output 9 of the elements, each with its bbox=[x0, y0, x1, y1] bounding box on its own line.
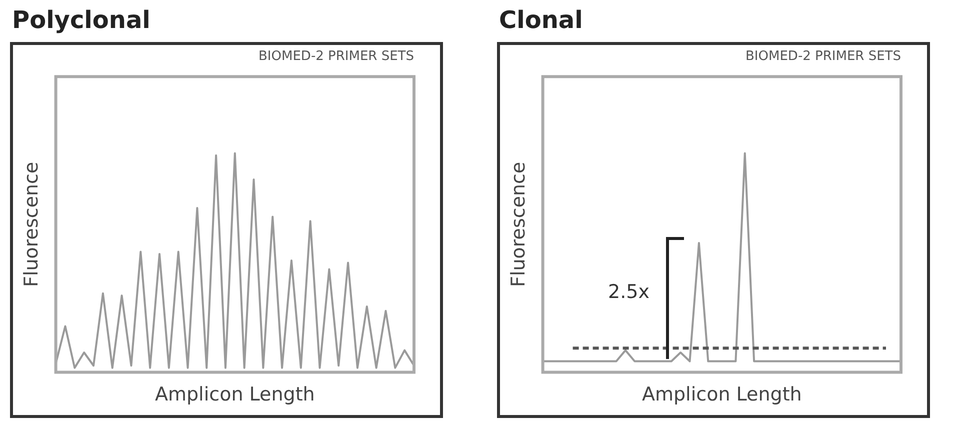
x-axis-title: Amplicon Length bbox=[154, 384, 315, 406]
x-axis-title: Amplicon Length bbox=[642, 384, 802, 406]
chart-title: Clonal bbox=[499, 6, 583, 34]
annotation: 2.5x bbox=[608, 281, 650, 303]
y-axis-title: Fluorescence bbox=[507, 162, 530, 287]
chart-subtitle: BIOMED-2 PRIMER SETS bbox=[746, 49, 901, 64]
y-axis-title: Fluorescence bbox=[20, 162, 42, 287]
chart-title: Polyclonal bbox=[12, 6, 150, 34]
chart-subtitle: BIOMED-2 PRIMER SETS bbox=[258, 49, 414, 64]
